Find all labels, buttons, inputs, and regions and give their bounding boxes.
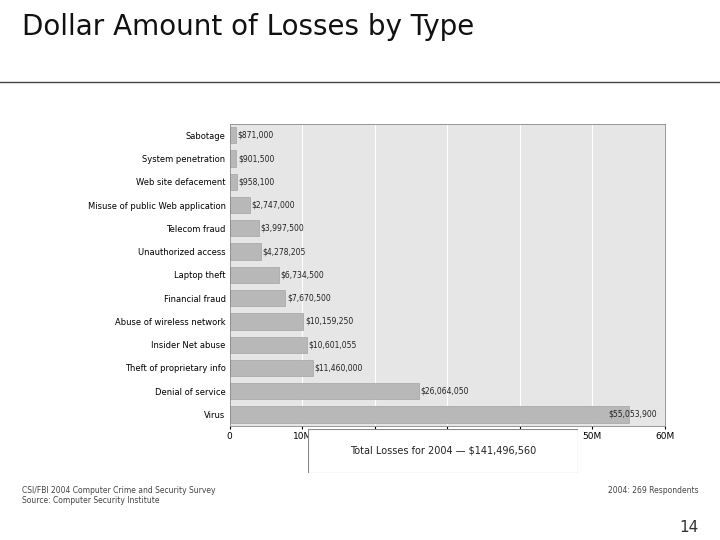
Text: Dollar Amount of Losses by Type: Dollar Amount of Losses by Type <box>22 13 474 41</box>
Text: $2,747,000: $2,747,000 <box>251 200 295 210</box>
Bar <box>230 383 419 399</box>
Text: $901,500: $901,500 <box>238 154 274 163</box>
Text: $7,670,500: $7,670,500 <box>287 294 330 302</box>
Bar <box>230 244 261 260</box>
Text: $11,460,000: $11,460,000 <box>315 363 363 373</box>
Text: $6,734,500: $6,734,500 <box>280 271 324 279</box>
Text: Total Losses for 2004 — $141,496,560: Total Losses for 2004 — $141,496,560 <box>350 446 536 456</box>
Bar <box>230 336 307 353</box>
Text: CSI/FBI 2004 Computer Crime and Security Survey
Source: Computer Security Instit: CSI/FBI 2004 Computer Crime and Security… <box>22 486 215 505</box>
Bar <box>230 290 285 306</box>
Text: $10,159,250: $10,159,250 <box>305 317 354 326</box>
Bar <box>230 197 250 213</box>
Text: $958,100: $958,100 <box>238 177 274 186</box>
Bar <box>230 127 236 144</box>
Text: $26,064,050: $26,064,050 <box>420 387 469 396</box>
Bar <box>230 313 303 329</box>
Text: 14: 14 <box>679 519 698 535</box>
Bar <box>230 220 258 237</box>
Bar <box>230 360 312 376</box>
Bar <box>230 267 279 283</box>
Text: $4,278,205: $4,278,205 <box>263 247 306 256</box>
Bar <box>230 174 237 190</box>
Text: $10,601,055: $10,601,055 <box>308 340 356 349</box>
Text: $3,997,500: $3,997,500 <box>261 224 304 233</box>
Text: $55,053,900: $55,053,900 <box>608 410 657 419</box>
Text: $871,000: $871,000 <box>238 131 274 140</box>
FancyBboxPatch shape <box>308 429 578 472</box>
Text: 2004: 269 Respondents: 2004: 269 Respondents <box>608 486 698 495</box>
Bar <box>230 406 629 423</box>
Bar <box>230 151 236 167</box>
